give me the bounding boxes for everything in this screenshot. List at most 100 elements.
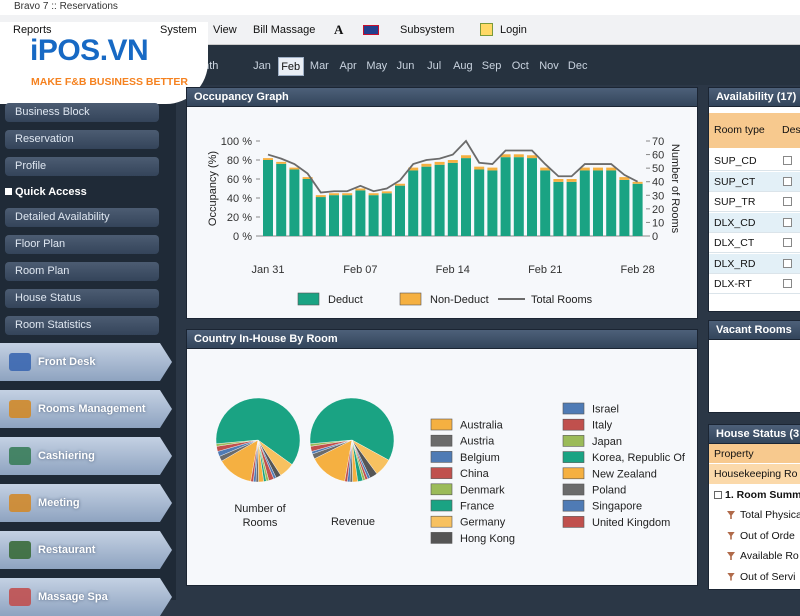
sidebar-button[interactable]: Detailed Availability xyxy=(5,208,159,227)
legend-label: Denmark xyxy=(460,484,505,496)
x-tick-label: Feb 14 xyxy=(436,264,470,276)
table-row xyxy=(709,192,800,212)
bar xyxy=(461,155,471,159)
legend-label: Austria xyxy=(460,436,495,448)
checkbox[interactable] xyxy=(783,279,792,288)
legend-label: Korea, Republic Of xyxy=(592,452,686,464)
month-tab[interactable]: Jul xyxy=(427,60,442,72)
x-tick-label: Feb 07 xyxy=(343,264,377,276)
bar xyxy=(500,154,511,158)
status-row: 1. Room Summ xyxy=(725,488,800,501)
legend-swatch xyxy=(430,515,453,528)
sidebar-button[interactable]: Floor Plan xyxy=(5,235,159,254)
legend-swatch xyxy=(399,292,422,306)
bar xyxy=(632,183,643,236)
table-row xyxy=(709,212,800,233)
menu-item[interactable]: Reports xyxy=(13,24,52,36)
menu-item[interactable]: Bill Massage xyxy=(253,24,316,36)
checkbox[interactable] xyxy=(783,238,792,247)
legend-label: Poland xyxy=(592,485,626,497)
bar xyxy=(579,170,590,236)
month-tab[interactable]: Oct xyxy=(511,60,529,72)
month-tab[interactable]: Mar xyxy=(309,60,329,72)
table-row xyxy=(709,171,800,192)
month-tab[interactable]: Nov xyxy=(539,60,559,72)
menu-item[interactable]: View xyxy=(213,24,237,36)
legend-label: Belgium xyxy=(460,452,500,464)
bar xyxy=(487,167,498,171)
month-tab[interactable]: Sep xyxy=(481,60,502,72)
menu-item[interactable]: System xyxy=(160,24,197,36)
bar xyxy=(381,191,392,194)
month-tab[interactable]: Apr xyxy=(339,60,357,72)
bar xyxy=(461,158,471,236)
panel-header: Country In-House By Room xyxy=(186,329,698,349)
status-row: Out of Servi xyxy=(740,570,796,583)
bar xyxy=(263,158,273,160)
bar xyxy=(395,185,405,236)
bar xyxy=(355,190,366,236)
menu-item[interactable]: A xyxy=(334,22,344,37)
bar xyxy=(368,195,379,236)
checkbox[interactable] xyxy=(783,156,792,165)
month-tab[interactable]: Aug xyxy=(453,60,473,72)
table-row xyxy=(709,151,800,171)
y2-tick-label: 0 xyxy=(652,231,658,243)
bar xyxy=(447,162,458,236)
flag-icon[interactable] xyxy=(363,25,379,35)
month-tab[interactable]: May xyxy=(366,60,388,72)
x-tick-label: Feb 28 xyxy=(620,264,654,276)
sidebar-button[interactable]: Room Plan xyxy=(5,262,159,281)
bar xyxy=(474,169,485,236)
bar xyxy=(421,166,432,236)
column-header: Room type xyxy=(714,124,765,136)
legend-swatch xyxy=(430,483,453,496)
pie-label: Number of Rooms xyxy=(234,503,286,529)
module-icon xyxy=(9,353,31,371)
table-header xyxy=(709,113,800,148)
sidebar-button[interactable]: Reservation xyxy=(5,130,159,149)
month-tab[interactable]: Dec xyxy=(567,60,588,72)
panel-body xyxy=(708,339,800,413)
pie-slice xyxy=(250,439,259,482)
column-header: Property xyxy=(714,448,754,460)
bar xyxy=(513,154,524,158)
collapse-icon xyxy=(5,188,12,195)
pie-slice xyxy=(344,439,353,482)
legend-label: Total Rooms xyxy=(531,294,593,306)
bar xyxy=(421,163,432,167)
bar xyxy=(540,167,551,171)
bar xyxy=(381,193,392,236)
bar xyxy=(434,164,445,236)
bar xyxy=(276,163,287,236)
checkbox[interactable] xyxy=(783,258,792,268)
bar xyxy=(289,167,300,170)
logo-tagline: MAKE F&B BUSINESS BETTER xyxy=(31,76,188,88)
room-type: DLX_CT xyxy=(714,237,755,249)
module-icon xyxy=(9,494,31,512)
bar xyxy=(632,181,643,184)
login-icon[interactable] xyxy=(480,23,493,36)
table-header xyxy=(709,444,800,463)
bar xyxy=(513,157,524,236)
month-tab[interactable]: Feb xyxy=(277,57,304,76)
sidebar-button[interactable]: Business Block xyxy=(5,103,159,122)
month-tab[interactable]: Jan xyxy=(253,60,271,72)
menu-item[interactable]: Subsystem xyxy=(400,24,455,36)
sidebar-button[interactable]: Profile xyxy=(5,157,159,176)
sidebar-button[interactable]: House Status xyxy=(5,289,159,308)
checkbox[interactable] xyxy=(783,176,792,186)
y-tick-label: 100 % xyxy=(221,136,252,148)
checkbox[interactable] xyxy=(783,217,792,227)
menu-item[interactable]: Login xyxy=(500,24,527,36)
month-tab[interactable]: Jun xyxy=(396,60,415,72)
column-header: Des xyxy=(782,124,800,136)
legend-swatch xyxy=(562,402,585,415)
logo-brand: iPOS.VN xyxy=(30,34,149,67)
sidebar-button[interactable]: Room Statistics xyxy=(5,316,159,335)
room-type: SUP_CT xyxy=(714,175,756,188)
checkbox[interactable] xyxy=(783,197,792,206)
panel-body: Room type Des SUP_CD SUP_CT SUP_TR DLX_CD DLX_… xyxy=(708,106,800,312)
legend-swatch xyxy=(562,499,585,512)
collapse-icon[interactable] xyxy=(714,490,722,499)
